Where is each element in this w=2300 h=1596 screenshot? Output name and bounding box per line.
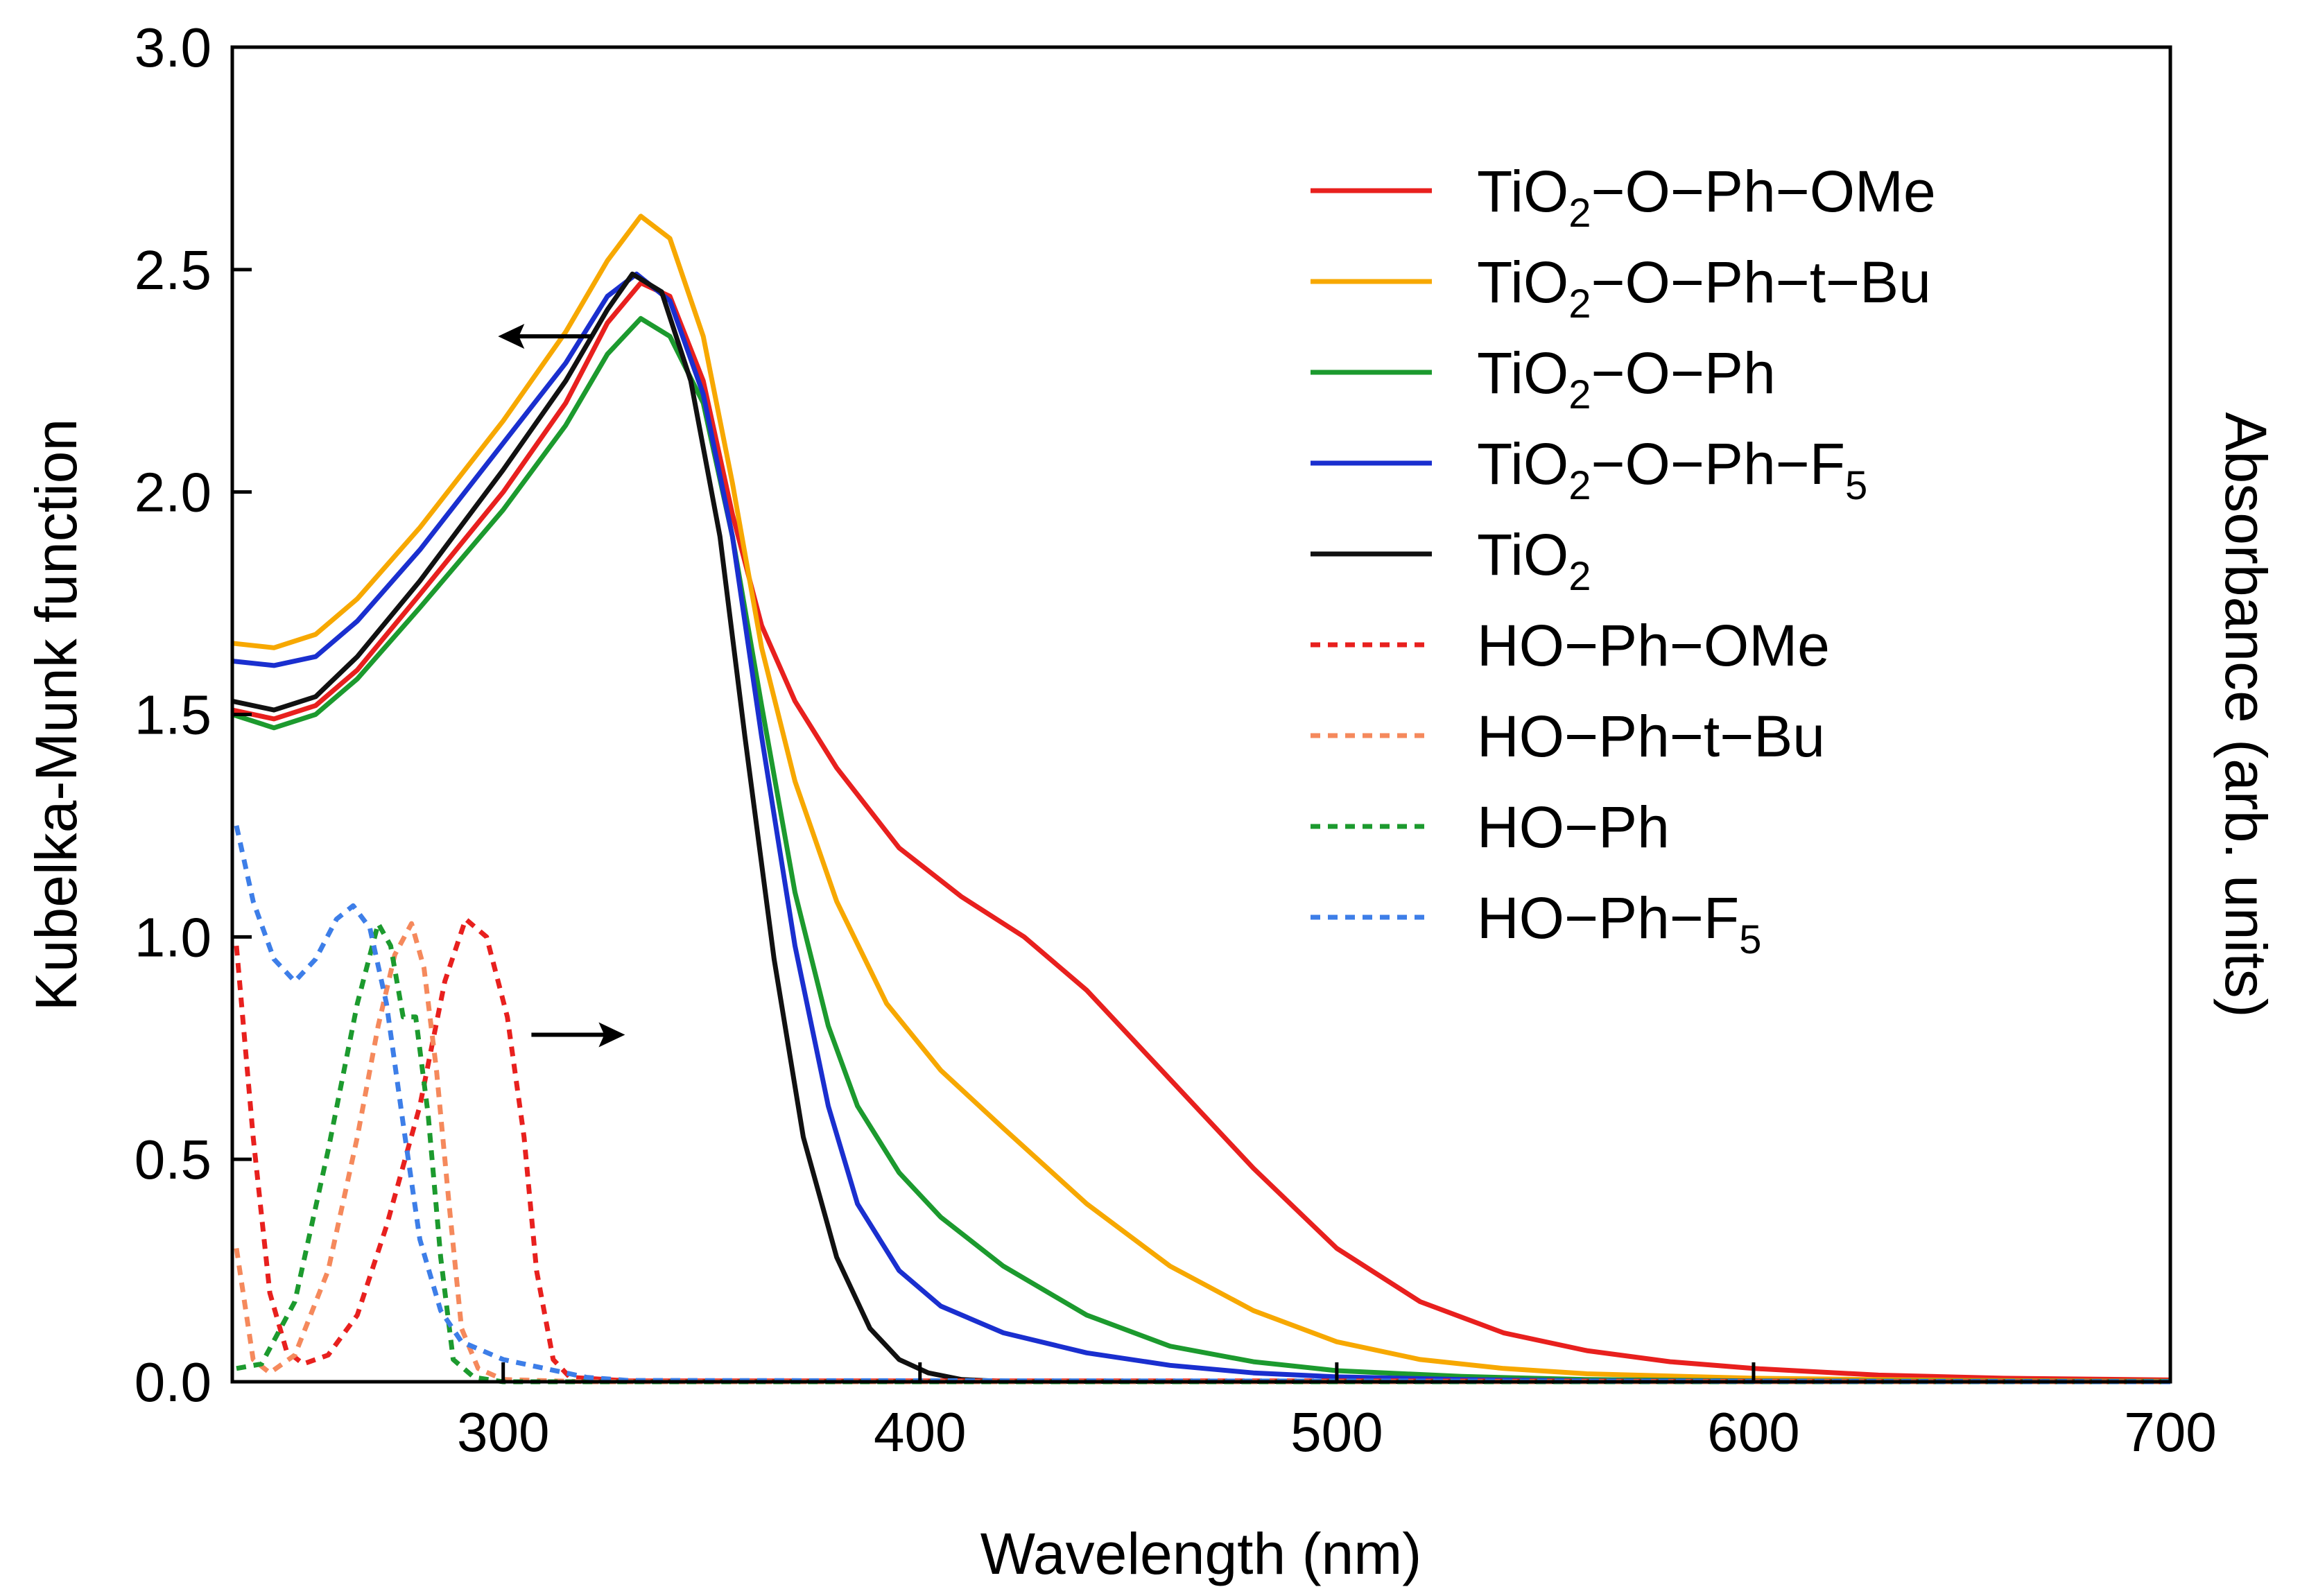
legend-item-tio2-o-ph: TiO2−O−Ph bbox=[1311, 340, 1776, 417]
legend-label: TiO2−O−Ph−F5 bbox=[1477, 431, 1867, 508]
legend-item-tio2-o-ph-ome: TiO2−O−Ph−OMe bbox=[1311, 159, 1936, 236]
legend-label: HO−Ph−t−Bu bbox=[1477, 704, 1825, 769]
series-line-tio2-o-ph bbox=[231, 315, 2171, 1384]
legend-label: HO−Ph−OMe bbox=[1477, 613, 1830, 678]
series-line-tio2-o-ph-ome bbox=[232, 280, 2171, 1382]
axis-arrow-right bbox=[531, 1022, 625, 1048]
legend-item-tio2: TiO2 bbox=[1311, 522, 1591, 599]
legend-item-tio2-o-ph-f5: TiO2−O−Ph−F5 bbox=[1311, 431, 1867, 508]
series-line-tio2-o-ph-f5 bbox=[232, 271, 2171, 1385]
x-tick-label-500: 500 bbox=[1290, 1401, 1383, 1463]
y2-axis-label: Absorbance (arb. units) bbox=[2213, 412, 2279, 1017]
y-tick-label-4: 2.0 bbox=[135, 462, 211, 523]
ticks-layer bbox=[232, 45, 2172, 1384]
legend-label: TiO2−O−Ph bbox=[1477, 340, 1776, 417]
legend-label: TiO2 bbox=[1477, 522, 1591, 599]
series-line-tio2 bbox=[232, 271, 2171, 1385]
legend-item-ho-ph: HO−Ph bbox=[1311, 795, 1670, 860]
legend-item-tio2-o-ph-t-bu: TiO2−O−Ph−t−Bu bbox=[1311, 250, 1931, 327]
x-axis-label: Wavelength (nm) bbox=[980, 1521, 1421, 1586]
x-tick-label-600: 600 bbox=[1707, 1401, 1799, 1463]
y-axis-label: Kubelka-Munk function bbox=[24, 419, 89, 1011]
x-tick-label-300: 300 bbox=[457, 1401, 549, 1463]
y-tick-label-1: 0.5 bbox=[135, 1129, 211, 1190]
legend-item-ho-ph-ome: HO−Ph−OMe bbox=[1311, 613, 1830, 678]
legend-label: TiO2−O−Ph−t−Bu bbox=[1477, 250, 1931, 327]
x-tick-label-400: 400 bbox=[874, 1401, 966, 1463]
legend: TiO2−O−Ph−OMe TiO2−O−Ph−t−Bu TiO2−O−Ph TiO2… bbox=[1311, 159, 1936, 962]
y-tick-label-2: 1.0 bbox=[135, 906, 211, 968]
series-line-ho-ph-t-bu bbox=[234, 921, 2170, 1385]
series-line-tio2-o-ph-t-bu bbox=[232, 214, 2171, 1384]
series-line-ho-ph bbox=[236, 921, 2170, 1385]
y-tick-label-6: 3.0 bbox=[135, 17, 211, 78]
annotations-layer bbox=[498, 324, 625, 1048]
legend-label: HO−Ph−F5 bbox=[1477, 885, 1761, 962]
curves-layer bbox=[231, 214, 2171, 1385]
axis-arrow-left bbox=[498, 324, 592, 349]
series-line-ho-ph-f5 bbox=[234, 825, 2171, 1385]
legend-item-ho-ph-t-bu: HO−Ph−t−Bu bbox=[1311, 704, 1825, 769]
legend-item-ho-ph-f5: HO−Ph−F5 bbox=[1311, 885, 1761, 962]
tick-labels-layer: 300 400 500 600 700 0.0 0.5 1.0 1.5 2.0 2.5 3.0 bbox=[135, 17, 2217, 1463]
y-tick-label-5: 2.5 bbox=[135, 239, 211, 301]
x-tick-label-700: 700 bbox=[2124, 1401, 2216, 1463]
legend-label: TiO2−O−Ph−OMe bbox=[1477, 159, 1936, 236]
y-tick-label-0: 0.0 bbox=[135, 1351, 211, 1413]
y-tick-label-3: 1.5 bbox=[135, 684, 211, 746]
legend-label: HO−Ph bbox=[1477, 795, 1670, 860]
